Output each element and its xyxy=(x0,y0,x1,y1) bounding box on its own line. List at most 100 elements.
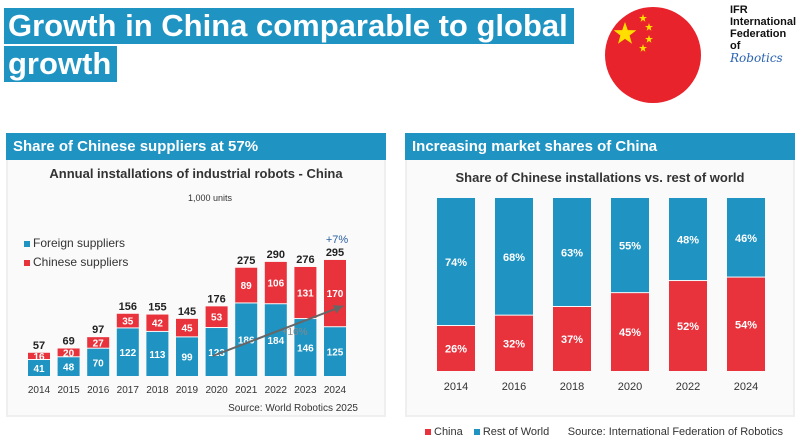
bar-foreign-2022 xyxy=(264,304,287,376)
label-china-2020: 45% xyxy=(619,327,641,339)
cagr-label: +16% xyxy=(282,327,308,338)
label-chinese-2021: 89 xyxy=(241,281,253,292)
label-total-2015: 69 xyxy=(62,335,74,347)
x-tick-2021: 2021 xyxy=(235,385,258,396)
right-panel-header: Increasing market shares of China xyxy=(405,133,795,160)
x-tick-2018: 2018 xyxy=(146,385,169,396)
label-rest-2014: 74% xyxy=(445,257,467,269)
label-total-2019: 145 xyxy=(178,306,196,318)
label-foreign-2019: 99 xyxy=(181,353,193,364)
x-tick-2022: 2022 xyxy=(265,385,288,396)
bar-china-2016 xyxy=(495,315,533,371)
bar-rest-2018 xyxy=(553,198,591,306)
legend-swatch-china xyxy=(425,429,431,436)
slide-title-line-2: growth xyxy=(4,46,118,82)
label-rest-2020: 55% xyxy=(619,241,641,253)
x-tick-2014: 2014 xyxy=(444,381,468,393)
label-rest-2016: 68% xyxy=(503,252,525,264)
label-foreign-2022: 184 xyxy=(267,336,284,347)
legend-swatch-foreign xyxy=(24,240,30,247)
units-label: 1,000 units xyxy=(188,193,233,203)
label-chinese-2019: 45 xyxy=(181,324,193,335)
label-chinese-2016: 27 xyxy=(93,338,105,349)
legend-item-foreign: Foreign suppliers xyxy=(24,236,128,250)
bar-chinese-2017 xyxy=(116,313,139,328)
x-tick-2020: 2020 xyxy=(205,385,228,396)
growth-label: +7% xyxy=(326,234,349,246)
bar-foreign-2017 xyxy=(116,328,139,376)
ifr-logo-line-2: International xyxy=(730,16,797,28)
label-foreign-2021: 186 xyxy=(238,336,255,347)
x-tick-2019: 2019 xyxy=(176,385,199,396)
bar-foreign-2024 xyxy=(324,327,346,376)
bar-chinese-2014 xyxy=(28,352,50,360)
bar-china-2024 xyxy=(727,277,765,371)
legend-label-rest: Rest of World xyxy=(482,426,550,438)
label-foreign-2015: 48 xyxy=(63,363,75,374)
bar-chinese-2018 xyxy=(146,314,169,331)
legend-label-chinese: Chinese suppliers xyxy=(33,255,129,269)
label-chinese-2020: 53 xyxy=(211,313,223,324)
bar-china-2020 xyxy=(611,293,649,371)
label-foreign-2014: 41 xyxy=(33,364,45,375)
legend-label-foreign: Foreign suppliers xyxy=(33,236,126,250)
slide-title-line-1: Growth in China comparable to global xyxy=(4,8,574,44)
bar-chinese-2021 xyxy=(235,267,258,303)
x-tick-2023: 2023 xyxy=(294,385,317,396)
label-total-2022: 290 xyxy=(267,249,285,261)
flag-circle xyxy=(605,7,701,103)
x-tick-2022: 2022 xyxy=(676,381,700,393)
bar-foreign-2015 xyxy=(57,357,80,376)
label-china-2024: 54% xyxy=(735,319,757,331)
label-total-2024: 295 xyxy=(326,247,344,259)
bar-foreign-2018 xyxy=(146,331,169,376)
china-flag-icon xyxy=(605,7,701,103)
label-total-2023: 276 xyxy=(296,254,314,266)
bar-rest-2014 xyxy=(437,198,475,326)
bar-rest-2020 xyxy=(611,198,649,293)
bar-rest-2022 xyxy=(669,198,707,281)
cagr-arrow-head xyxy=(332,305,343,314)
flag-small-star-2 xyxy=(645,23,653,31)
x-tick-2024: 2024 xyxy=(324,385,347,396)
bar-china-2022 xyxy=(669,281,707,371)
label-total-2021: 275 xyxy=(237,255,255,267)
label-total-2016: 97 xyxy=(92,324,104,336)
label-foreign-2016: 70 xyxy=(93,358,105,369)
right-panel-body: Share of Chinese installations vs. rest … xyxy=(407,160,793,438)
label-rest-2022: 48% xyxy=(677,235,699,247)
legend-item-chinese: Chinese suppliers xyxy=(24,255,128,269)
legend-label-china: China xyxy=(434,426,463,438)
left-legend: Foreign suppliers Chinese suppliers xyxy=(24,236,128,274)
right-bar-chart: 74% 26% 2014 68% 32% 2016 63% 37% 2018 55% 45% 2020… xyxy=(437,198,765,393)
label-total-2014: 57 xyxy=(33,340,45,352)
flag-small-star-4 xyxy=(639,44,647,52)
bar-foreign-2016 xyxy=(87,348,110,376)
label-chinese-2015: 20 xyxy=(63,348,75,359)
label-chinese-2022: 106 xyxy=(267,279,284,290)
slide-title: Growth in China comparable to global gro… xyxy=(4,8,574,84)
left-chart-title: Annual installations of industrial robot… xyxy=(49,166,343,181)
label-china-2016: 32% xyxy=(503,338,525,350)
label-foreign-2023: 146 xyxy=(297,344,314,355)
label-foreign-2018: 113 xyxy=(149,350,166,361)
ifr-logo-line-4: Robotics xyxy=(730,51,783,65)
bar-chinese-2022 xyxy=(264,261,287,304)
x-tick-2016: 2016 xyxy=(502,381,526,393)
label-china-2022: 52% xyxy=(677,321,699,333)
bar-foreign-2023 xyxy=(294,319,317,376)
label-total-2018: 155 xyxy=(148,302,166,314)
bar-foreign-2021 xyxy=(235,303,258,376)
bar-foreign-2020 xyxy=(205,328,228,376)
x-tick-2024: 2024 xyxy=(734,381,758,393)
cagr-arrow-line xyxy=(212,305,344,357)
flag-big-star xyxy=(613,22,637,44)
x-tick-2020: 2020 xyxy=(618,381,642,393)
label-chinese-2023: 131 xyxy=(297,289,314,300)
label-chinese-2014: 16 xyxy=(33,352,45,363)
bar-chinese-2023 xyxy=(294,266,317,319)
x-tick-2014: 2014 xyxy=(28,385,51,396)
bar-foreign-2014 xyxy=(28,360,50,376)
flag-small-star-1 xyxy=(639,14,647,22)
